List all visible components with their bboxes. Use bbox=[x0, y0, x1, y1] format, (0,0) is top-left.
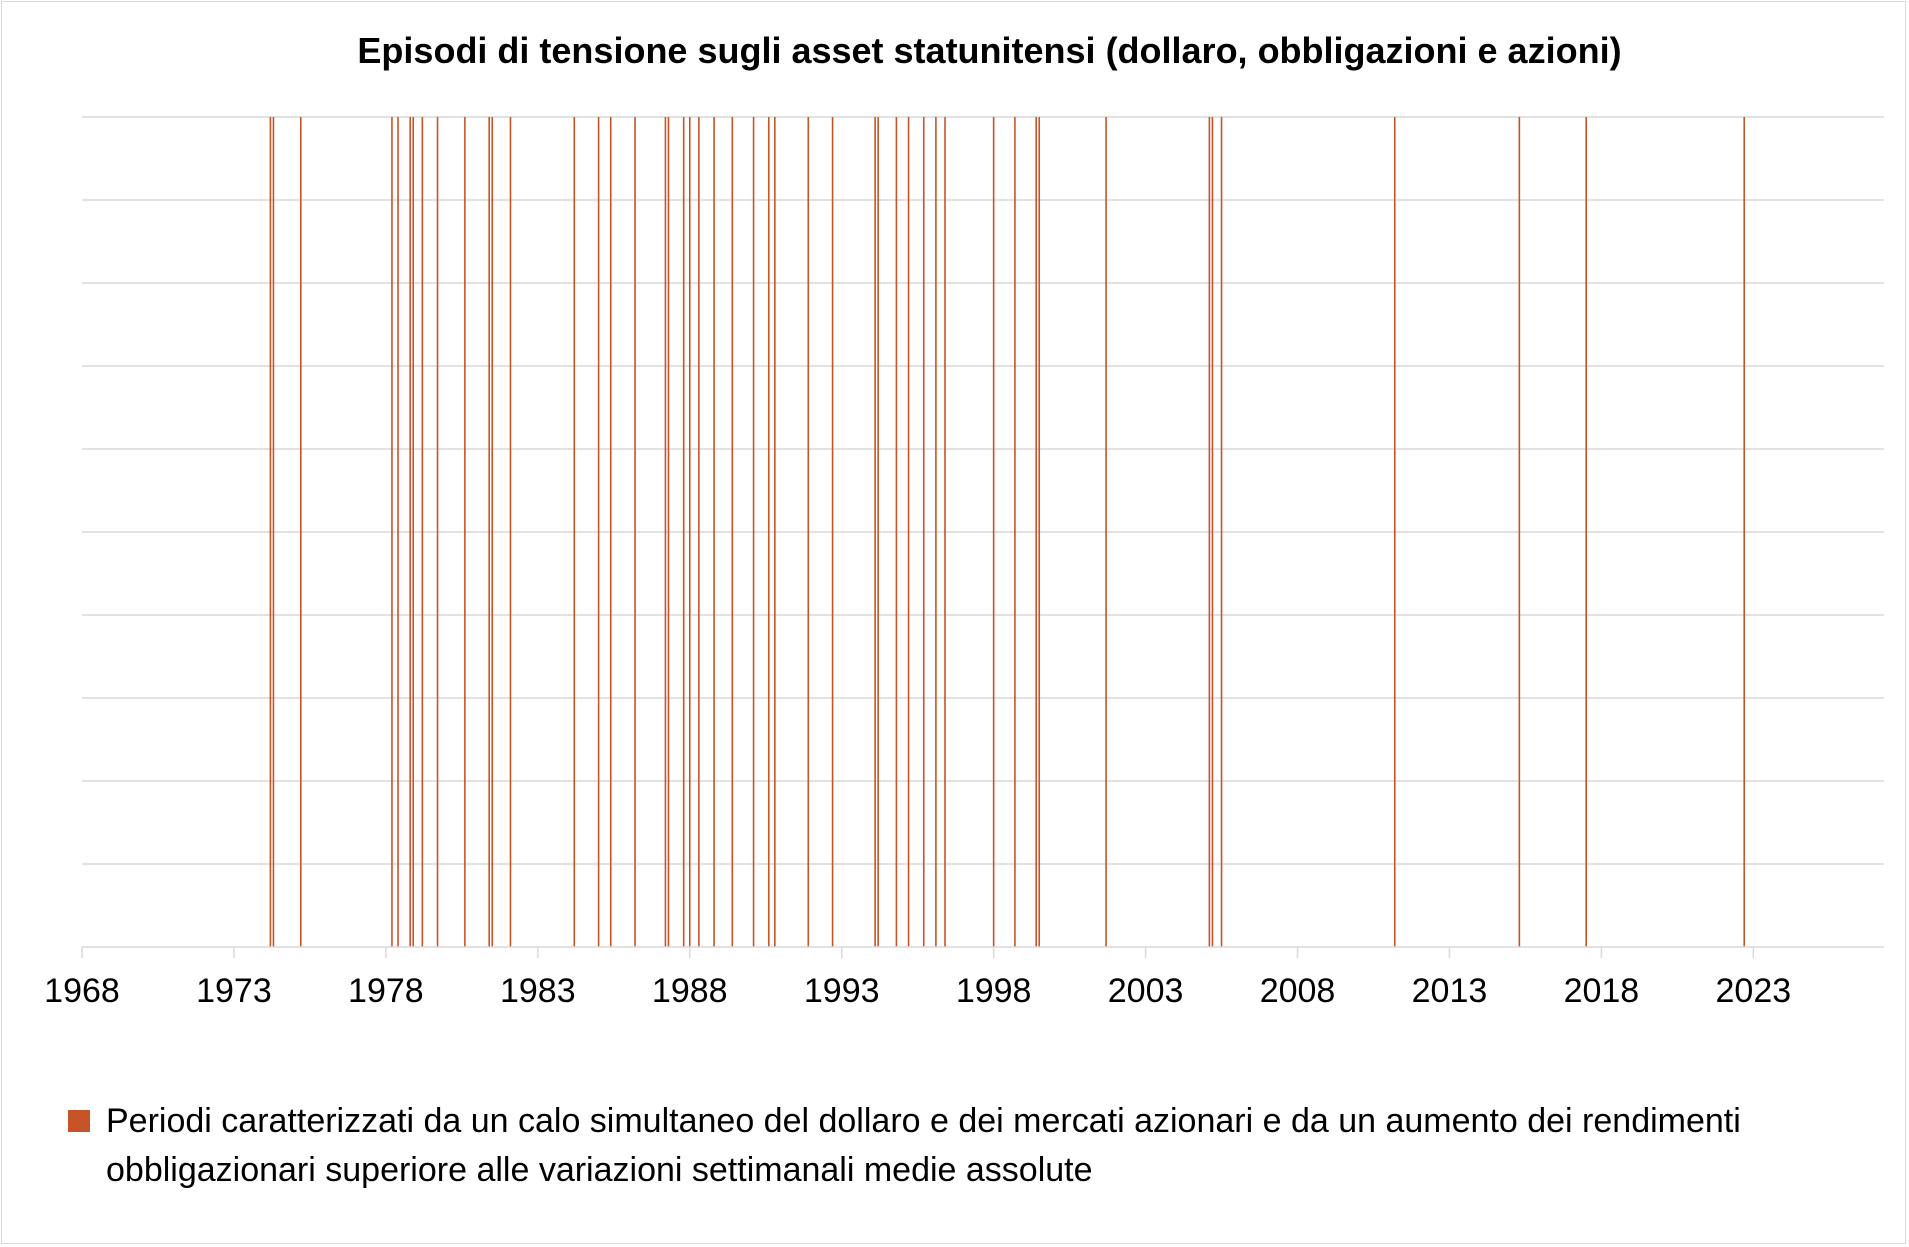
chart-title: Episodi di tensione sugli asset statunit… bbox=[357, 30, 1622, 71]
x-tick-label: 1988 bbox=[652, 972, 728, 1010]
x-tick-label: 1973 bbox=[196, 972, 272, 1010]
legend: Periodi caratterizzati da un calo simult… bbox=[68, 1102, 1849, 1204]
legend-label: Periodi caratterizzati da un calo simult… bbox=[106, 1102, 1741, 1189]
x-tick-label: 2023 bbox=[1716, 972, 1792, 1010]
gridlines bbox=[82, 116, 1884, 865]
x-tick-label: 2008 bbox=[1260, 972, 1336, 1010]
x-tick-label: 1983 bbox=[500, 972, 576, 1010]
x-tick-label: 1968 bbox=[44, 972, 120, 1010]
x-tick-label: 2003 bbox=[1108, 972, 1184, 1010]
episode-bars bbox=[269, 117, 1746, 947]
x-tick-label: 2013 bbox=[1412, 972, 1488, 1010]
x-tick-label: 1978 bbox=[348, 972, 424, 1010]
x-tick-label: 2018 bbox=[1564, 972, 1640, 1010]
x-tick-label: 1993 bbox=[804, 972, 880, 1010]
x-tick-label: 1998 bbox=[956, 972, 1032, 1010]
x-axis: 1968 1973 1978 1983 1988 1993 1998 2003 2008 2013… bbox=[44, 946, 1884, 1010]
legend-swatch bbox=[68, 1110, 90, 1132]
